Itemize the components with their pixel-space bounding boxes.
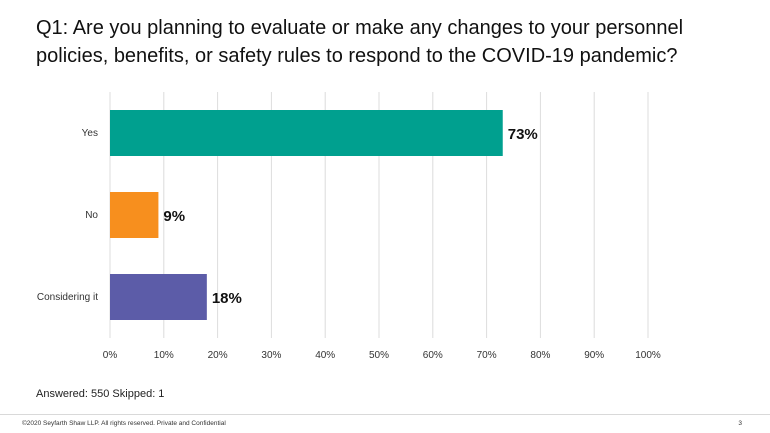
x-tick-label: 20% xyxy=(208,350,228,361)
category-label: Yes xyxy=(82,128,98,139)
response-count: Answered: 550 Skipped: 1 xyxy=(36,388,165,400)
chart-title: Q1: Are you planning to evaluate or make… xyxy=(36,17,684,67)
x-tick-label: 40% xyxy=(315,350,335,361)
x-tick-label: 0% xyxy=(103,350,118,361)
data-label: 73% xyxy=(508,126,538,143)
x-tick-label: 30% xyxy=(261,350,281,361)
category-label: Considering it xyxy=(37,292,98,303)
data-label: 9% xyxy=(163,208,185,225)
x-tick-label: 80% xyxy=(530,350,550,361)
page-number: 3 xyxy=(738,420,742,427)
x-tick-label: 60% xyxy=(423,350,443,361)
bar xyxy=(110,274,207,320)
x-tick-label: 90% xyxy=(584,350,604,361)
category-label: No xyxy=(85,210,98,221)
footer-divider xyxy=(0,414,770,415)
x-tick-label: 10% xyxy=(154,350,174,361)
x-tick-label: 100% xyxy=(635,350,661,361)
bar xyxy=(110,192,159,238)
x-tick-label: 70% xyxy=(477,350,497,361)
data-label: 18% xyxy=(212,290,242,307)
bar xyxy=(110,110,503,156)
footer-copyright: ©2020 Seyfarth Shaw LLP. All rights rese… xyxy=(22,420,226,427)
x-tick-label: 50% xyxy=(369,350,389,361)
